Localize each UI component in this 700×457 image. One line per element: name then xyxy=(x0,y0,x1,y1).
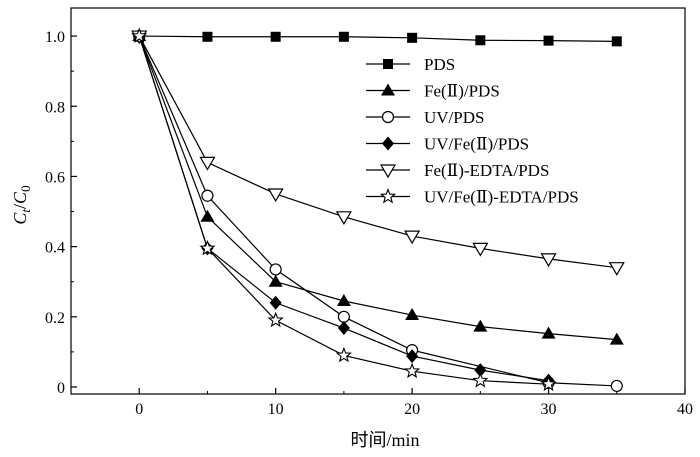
triangle-up-marker xyxy=(541,326,556,339)
diamond-marker xyxy=(382,136,394,151)
circle-marker xyxy=(381,110,395,124)
star-marker xyxy=(379,187,397,204)
square-marker xyxy=(543,35,554,46)
legend-label: Fe(Ⅱ)-EDTA/PDS xyxy=(424,161,549,180)
circle-marker xyxy=(201,189,214,202)
x-tick-label: 10 xyxy=(268,401,284,418)
triangle-down-marker xyxy=(540,253,557,268)
square-marker xyxy=(202,31,213,42)
series-group xyxy=(131,30,625,276)
triangle-down-marker xyxy=(335,211,352,225)
legend-label: Fe(Ⅱ)/PDS xyxy=(424,82,500,101)
circle-marker xyxy=(337,310,350,323)
circle-marker xyxy=(269,263,282,276)
diamond-marker xyxy=(269,295,282,310)
y-tick-label: 0 xyxy=(57,380,65,397)
star-marker xyxy=(267,311,284,328)
star-marker xyxy=(540,375,557,392)
x-tick-label: 20 xyxy=(404,401,420,418)
legend-label: UV/Fe(Ⅱ)/PDS xyxy=(424,135,529,154)
diamond-marker xyxy=(406,349,419,364)
square-marker xyxy=(475,35,486,46)
legend-label: PDS xyxy=(424,55,455,74)
triangle-down-marker xyxy=(608,262,625,276)
diamond-marker xyxy=(474,363,487,378)
triangle-down-marker xyxy=(379,164,397,179)
square-marker xyxy=(270,31,281,42)
triangle-up-marker xyxy=(609,332,624,345)
y-tick-label: 0.4 xyxy=(45,240,65,257)
triangle-up-marker xyxy=(268,274,283,287)
triangle-up-marker xyxy=(200,209,215,222)
plot-frame xyxy=(70,7,686,395)
series-group xyxy=(134,31,622,47)
series-line xyxy=(139,35,617,42)
triangle-up-marker xyxy=(405,308,420,321)
triangle-down-marker xyxy=(199,156,216,171)
y-tick-label: 0.6 xyxy=(45,169,65,186)
y-tick-label: 1.0 xyxy=(45,29,65,46)
y-tick-label: 0.2 xyxy=(45,310,65,327)
diamond-marker xyxy=(337,321,350,336)
x-tick-label: 30 xyxy=(541,401,557,418)
star-marker xyxy=(199,239,216,256)
circle-marker xyxy=(610,379,623,393)
star-marker xyxy=(131,27,148,43)
star-marker xyxy=(335,346,353,363)
square-marker xyxy=(407,32,418,43)
triangle-up-marker xyxy=(473,319,488,332)
y-tick-label: 0.8 xyxy=(45,99,65,116)
square-marker xyxy=(383,59,393,69)
y-axis-label: Ct/C0 xyxy=(10,185,33,224)
triangle-down-marker xyxy=(472,242,489,257)
triangle-up-marker xyxy=(336,294,351,307)
legend-label: UV/PDS xyxy=(424,108,484,127)
legend-label: UV/Fe(Ⅱ)-EDTA/PDS xyxy=(424,188,579,207)
x-tick-label: 40 xyxy=(677,401,693,418)
triangle-down-marker xyxy=(404,230,421,245)
triangle-up-marker xyxy=(381,83,395,96)
series-group xyxy=(131,27,557,392)
star-marker xyxy=(472,372,489,388)
square-marker xyxy=(338,31,349,42)
series-line xyxy=(138,35,617,269)
series-line xyxy=(138,35,617,341)
x-axis-label: 时间/min xyxy=(350,430,419,450)
x-tick-label: 0 xyxy=(135,401,143,418)
star-marker xyxy=(403,362,421,379)
square-marker xyxy=(611,36,622,47)
triangle-down-marker xyxy=(267,188,284,203)
